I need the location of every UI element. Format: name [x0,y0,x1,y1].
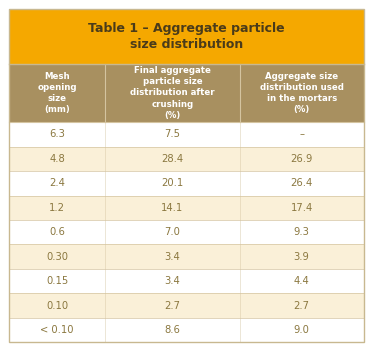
Text: 4.8: 4.8 [49,154,65,164]
Text: 2.4: 2.4 [49,178,65,188]
Text: 20.1: 20.1 [161,178,184,188]
Text: < 0.10: < 0.10 [40,325,74,335]
Text: 0.30: 0.30 [46,252,68,261]
Text: 14.1: 14.1 [161,203,184,213]
Bar [9,244,364,269]
Text: 0.10: 0.10 [46,300,68,311]
Text: Final aggregate
particle size
distribution after
crushing
(%): Final aggregate particle size distributi… [130,66,214,120]
Text: 9.0: 9.0 [294,325,310,335]
Text: 4.4: 4.4 [294,276,310,286]
Text: 8.6: 8.6 [164,325,180,335]
Text: 26.4: 26.4 [291,178,313,188]
Text: 0.6: 0.6 [49,227,65,237]
Text: 6.3: 6.3 [49,130,65,139]
Bar [9,196,364,220]
Bar [9,64,364,122]
Bar [9,122,364,147]
Text: –: – [299,130,304,139]
Text: 2.7: 2.7 [294,300,310,311]
Text: Table 1 – Aggregate particle
size distribution: Table 1 – Aggregate particle size distri… [88,21,285,51]
Bar [9,293,364,318]
Text: 0.15: 0.15 [46,276,68,286]
Text: Mesh
opening
size
(mm): Mesh opening size (mm) [37,72,77,114]
Text: 7.0: 7.0 [164,227,180,237]
Text: 17.4: 17.4 [291,203,313,213]
Text: 3.4: 3.4 [164,276,180,286]
Bar [9,318,364,342]
Text: 2.7: 2.7 [164,300,180,311]
Text: 26.9: 26.9 [291,154,313,164]
Text: 9.3: 9.3 [294,227,310,237]
Bar [9,220,364,244]
Text: 7.5: 7.5 [164,130,180,139]
Text: 28.4: 28.4 [161,154,184,164]
Text: 3.9: 3.9 [294,252,310,261]
Bar [9,171,364,196]
Text: Aggregate size
distribution used
in the mortars
(%): Aggregate size distribution used in the … [260,72,344,114]
Bar [9,9,364,64]
Bar [9,269,364,293]
Text: 1.2: 1.2 [49,203,65,213]
Bar [9,147,364,171]
Text: 3.4: 3.4 [164,252,180,261]
